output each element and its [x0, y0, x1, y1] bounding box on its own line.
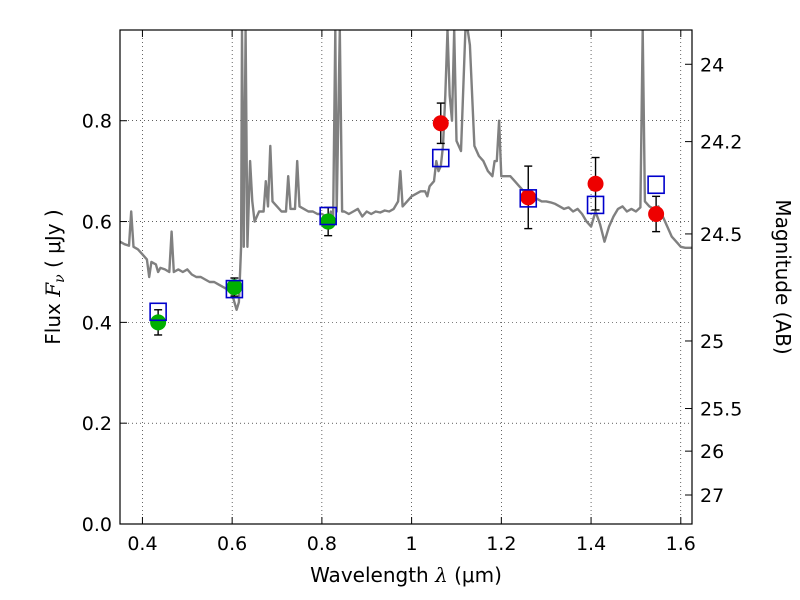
x-tick-label: 1.4: [576, 533, 606, 555]
x-axis-label-prefix: Wavelength: [310, 563, 435, 587]
model-spectrum: [120, 30, 692, 311]
y2-tick-label: 24.5: [700, 224, 742, 246]
model-flux-square: [225, 279, 244, 299]
y2-tick-label: 27: [700, 485, 724, 507]
y-axis-label-var: F: [41, 282, 65, 298]
x-tick-label: 1.6: [666, 533, 696, 555]
plot-frame: [119, 29, 693, 525]
y2-tick-label: 25: [700, 331, 724, 353]
y2-axis-label: Magnitude (AB): [771, 199, 795, 354]
model-flux-square: [149, 302, 167, 322]
model-flux-square: [431, 148, 450, 168]
x-tick-label: 0.4: [127, 533, 157, 555]
photometry-point: [648, 205, 665, 222]
model-spectrum-line: [120, 30, 692, 311]
y-tick-label: 0.2: [82, 413, 112, 435]
y-axis-label: Flux Fν ( μJy ): [41, 209, 68, 344]
x-tick-label: 0.6: [217, 533, 247, 555]
y2-tick-label: 24.2: [700, 132, 742, 154]
y2-tick-label: 26: [700, 441, 724, 463]
photometry-point: [320, 213, 337, 230]
photometry-point: [520, 189, 537, 206]
x-tick-label: 1: [406, 533, 418, 555]
photometry-point: [587, 175, 604, 192]
x-tick-label: 0.8: [307, 533, 337, 555]
data-markers: [149, 115, 665, 331]
x-axis-label-var: λ: [434, 563, 448, 587]
photometry-point: [150, 314, 167, 331]
y-axis-label-prefix: Flux: [41, 297, 65, 345]
x-tick-label: 1.2: [486, 533, 516, 555]
y-axis-label-unit: ( μJy ): [41, 209, 65, 274]
model-flux-square: [519, 189, 538, 208]
y2-tick-label: 24: [700, 54, 724, 76]
x-axis-label-unit: (μm): [448, 563, 502, 587]
photometry-point: [432, 115, 449, 132]
photometry-point: [226, 279, 243, 296]
y-tick-label: 0.0: [82, 514, 112, 536]
model-flux-square: [319, 206, 337, 226]
x-axis-label: Wavelength λ (μm): [310, 563, 502, 587]
y-tick-label: 0.4: [82, 312, 112, 334]
y-tick-label: 0.8: [82, 111, 112, 133]
axis-ticks: 0.4 0.6 0.8 1 1.2 1.4 1.6 0.0 0.2 0.4 0.6 0.8 24 24.2…: [82, 30, 742, 555]
grid-lines: [120, 30, 692, 525]
y-axis-label-sub: ν: [52, 274, 68, 283]
model-flux-square: [586, 195, 605, 215]
model-flux-square: [647, 175, 665, 195]
y-tick-label: 0.6: [82, 212, 112, 234]
y2-tick-label: 25.5: [700, 399, 742, 421]
